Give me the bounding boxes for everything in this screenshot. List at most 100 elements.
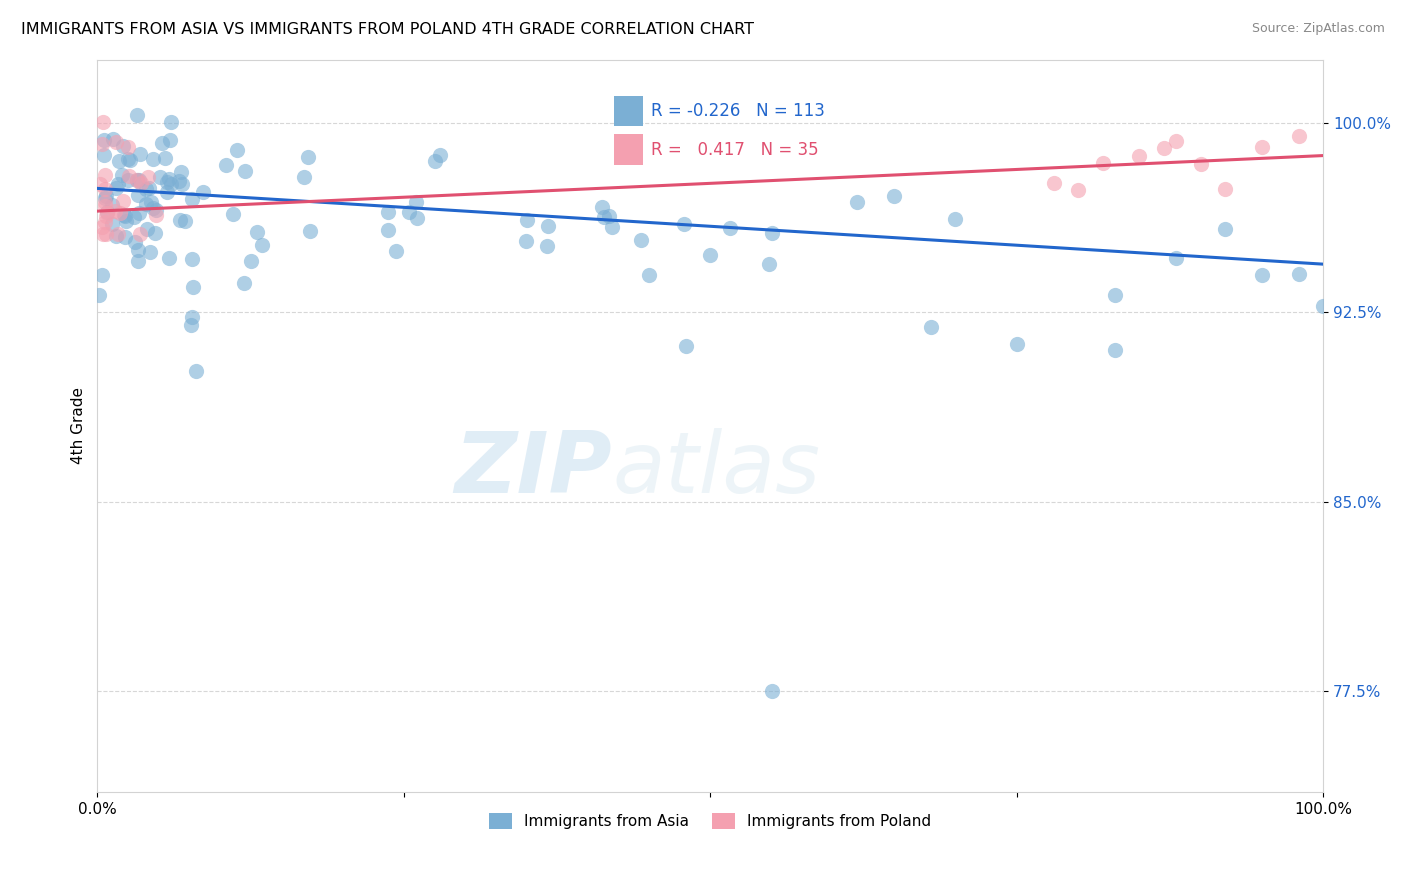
Point bbox=[120, 153, 142, 167]
Point bbox=[160, 115, 183, 129]
Point bbox=[91, 115, 114, 129]
Point bbox=[292, 169, 315, 184]
Point bbox=[96, 227, 118, 241]
Point bbox=[297, 150, 319, 164]
Point bbox=[127, 188, 149, 202]
Y-axis label: 4th Grade: 4th Grade bbox=[72, 387, 86, 464]
Point bbox=[103, 203, 125, 218]
Point bbox=[1189, 157, 1212, 171]
Point bbox=[250, 238, 273, 252]
Text: Source: ZipAtlas.com: Source: ZipAtlas.com bbox=[1251, 22, 1385, 36]
Point bbox=[1288, 267, 1310, 281]
Point bbox=[125, 108, 148, 122]
Text: ZIP: ZIP bbox=[454, 428, 612, 511]
Point bbox=[239, 253, 262, 268]
Point bbox=[128, 206, 150, 220]
Point bbox=[90, 268, 112, 282]
Point bbox=[591, 200, 613, 214]
Point bbox=[128, 146, 150, 161]
Point bbox=[124, 235, 146, 249]
Point bbox=[107, 154, 129, 169]
Point bbox=[114, 229, 136, 244]
Point bbox=[91, 227, 114, 241]
Point bbox=[112, 194, 135, 208]
Point bbox=[180, 318, 202, 333]
Point bbox=[1128, 149, 1150, 163]
Point bbox=[122, 210, 145, 224]
Point bbox=[101, 217, 124, 231]
Point bbox=[104, 135, 127, 149]
Point bbox=[129, 227, 152, 241]
Point bbox=[423, 154, 446, 169]
Point bbox=[143, 226, 166, 240]
Point bbox=[94, 182, 117, 196]
Point bbox=[377, 205, 399, 219]
Point bbox=[103, 132, 125, 146]
Point bbox=[156, 186, 179, 200]
Point bbox=[90, 137, 112, 152]
Point bbox=[167, 174, 190, 188]
Point bbox=[93, 147, 115, 161]
Point bbox=[172, 177, 194, 191]
Point bbox=[429, 147, 451, 161]
Point bbox=[718, 221, 741, 235]
Point bbox=[592, 210, 614, 224]
Point bbox=[89, 177, 111, 191]
Point bbox=[180, 252, 202, 266]
Point bbox=[155, 151, 177, 165]
Point bbox=[111, 168, 134, 182]
Point bbox=[94, 199, 117, 213]
Point bbox=[107, 227, 129, 241]
Point bbox=[225, 143, 247, 157]
Point bbox=[117, 140, 139, 154]
Point bbox=[159, 177, 181, 191]
Point bbox=[1288, 129, 1310, 144]
Point bbox=[94, 191, 117, 205]
Point bbox=[94, 168, 117, 182]
Point bbox=[149, 170, 172, 185]
Point bbox=[138, 169, 160, 184]
Point bbox=[170, 164, 193, 178]
Point bbox=[142, 152, 165, 166]
Point bbox=[107, 178, 129, 192]
Point bbox=[298, 224, 321, 238]
Point bbox=[93, 133, 115, 147]
Point bbox=[675, 339, 697, 353]
Point bbox=[1166, 251, 1188, 265]
Point bbox=[159, 251, 181, 265]
Point bbox=[114, 209, 136, 223]
Point bbox=[515, 235, 537, 249]
Point bbox=[598, 209, 620, 223]
Text: atlas: atlas bbox=[612, 428, 820, 511]
Legend: Immigrants from Asia, Immigrants from Poland: Immigrants from Asia, Immigrants from Po… bbox=[484, 807, 938, 836]
Point bbox=[96, 206, 118, 220]
Point bbox=[142, 201, 165, 215]
Point bbox=[1251, 139, 1274, 153]
Point bbox=[129, 176, 152, 190]
Point bbox=[1213, 182, 1236, 196]
Point bbox=[758, 257, 780, 271]
Point bbox=[673, 218, 696, 232]
Point bbox=[246, 225, 269, 239]
Point bbox=[1104, 343, 1126, 357]
Point bbox=[184, 364, 207, 378]
Point bbox=[174, 214, 197, 228]
Point bbox=[761, 226, 783, 240]
Point bbox=[1104, 288, 1126, 302]
Point bbox=[398, 205, 420, 219]
Point bbox=[222, 207, 245, 221]
Point bbox=[406, 211, 429, 226]
Point bbox=[139, 245, 162, 260]
Point bbox=[699, 248, 721, 262]
Point bbox=[536, 239, 558, 253]
Point bbox=[117, 173, 139, 187]
Point bbox=[1005, 337, 1028, 351]
Point bbox=[883, 189, 905, 203]
Point bbox=[385, 244, 408, 259]
Point bbox=[157, 172, 180, 186]
Point bbox=[136, 221, 159, 235]
Point bbox=[215, 159, 238, 173]
Point bbox=[105, 229, 128, 244]
Point bbox=[91, 220, 114, 235]
Point bbox=[105, 181, 128, 195]
